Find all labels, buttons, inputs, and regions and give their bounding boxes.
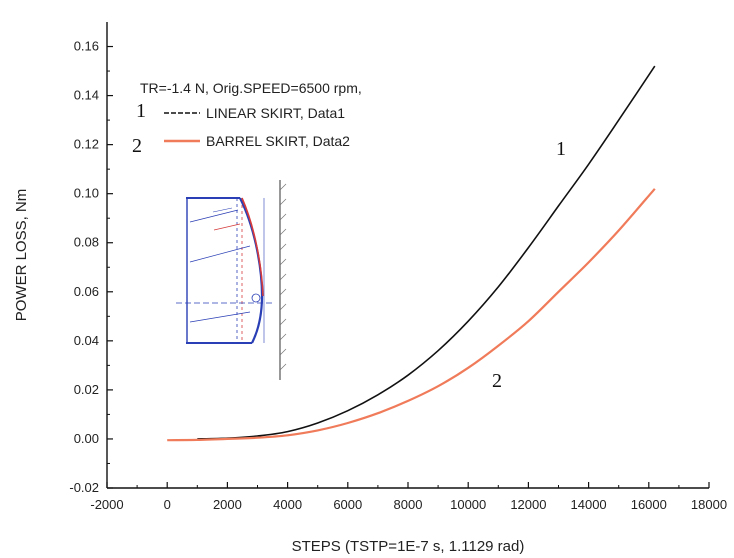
x-tick-label: 12000 [510, 497, 546, 512]
x-tick-label: 8000 [394, 497, 423, 512]
y-tick-label: 0.16 [74, 39, 99, 54]
x-tick-label: 4000 [273, 497, 302, 512]
skirt-profile-sketch [176, 180, 287, 380]
x-tick-label: 0 [164, 497, 171, 512]
series-layer [167, 65, 656, 442]
x-tick-label: 16000 [631, 497, 667, 512]
x-tick-label: -2000 [90, 497, 123, 512]
legend-label-barrel: BARREL SKIRT, Data2 [206, 133, 350, 149]
x-tick-label: 18000 [691, 497, 727, 512]
curve-annotation-2: 2 [492, 370, 502, 392]
y-tick-label: 0.00 [74, 431, 99, 446]
legend-header: TR=-1.4 N, Orig.SPEED=6500 rpm, [140, 80, 362, 96]
y-tick-label: 0.04 [74, 333, 99, 348]
legend-number-2: 2 [132, 135, 142, 157]
curve-annotation-1: 1 [556, 138, 566, 160]
y-tick-label: 0.14 [74, 88, 99, 103]
legend-number-1: 1 [136, 100, 146, 122]
legend-label-linear: LINEAR SKIRT, Data1 [206, 105, 345, 121]
y-tick-label: 0.10 [74, 186, 99, 201]
y-tick-label: 0.02 [74, 382, 99, 397]
series-line-1 [197, 65, 656, 440]
y-ticks: -0.02 0.00 0.02 0.04 0.06 0.08 0.10 0.12 0.14 0.1… [69, 39, 113, 495]
axes: -2000 0 2000 4000 6000 8000 10000 12000 14000 160… [69, 22, 727, 512]
x-tick-label: 2000 [213, 497, 242, 512]
legend: TR=-1.4 N, Orig.SPEED=6500 rpm, 1 LINEAR… [132, 80, 362, 157]
y-tick-label: 0.12 [74, 137, 99, 152]
x-axis-title: STEPS (TSTP=1E-7 s, 1.1129 rad) [292, 538, 525, 555]
x-tick-label: 6000 [333, 497, 362, 512]
y-axis-title: POWER LOSS, Nm [13, 189, 30, 322]
x-ticks: -2000 0 2000 4000 6000 8000 10000 12000 14000 160… [90, 482, 727, 512]
y-tick-label: 0.06 [74, 284, 99, 299]
series-line-2 [167, 188, 656, 442]
y-tick-label: -0.02 [69, 480, 99, 495]
x-tick-label: 14000 [571, 497, 607, 512]
y-tick-label: 0.08 [74, 235, 99, 250]
x-tick-label: 10000 [450, 497, 486, 512]
